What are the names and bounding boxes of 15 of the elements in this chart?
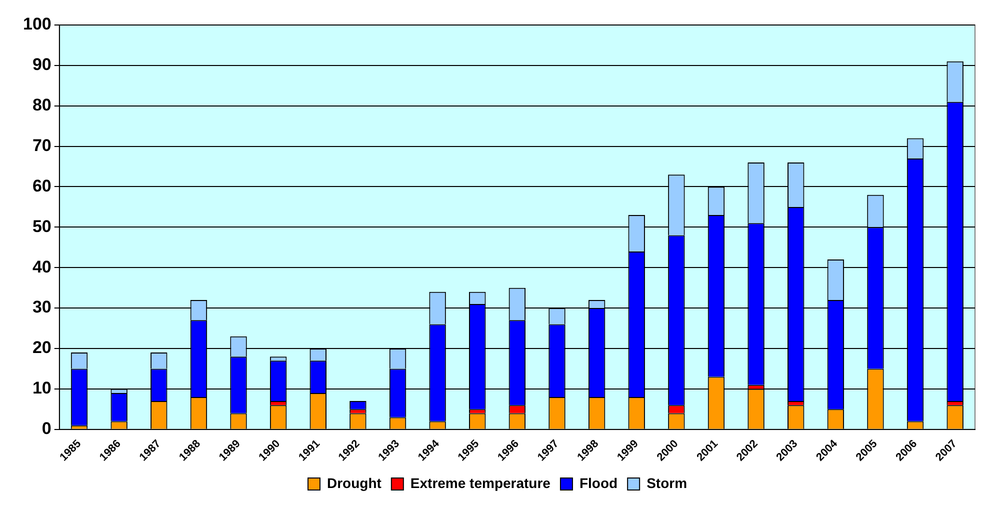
legend-label: Extreme temperature [410,474,551,491]
legend-label: Storm [646,474,688,491]
legend-label: Drought [326,474,382,491]
y-tick-label: 90 [32,55,52,74]
legend-label: Flood [579,474,618,491]
y-tick-label: 40 [32,257,52,276]
y-tick-label: 30 [32,298,52,317]
y-tick-label: 60 [32,176,52,196]
y-tick-label: 80 [32,96,52,115]
y-tick-label: 0 [42,419,52,438]
y-tick-label: 50 [32,216,52,236]
y-tick-label: 70 [32,136,52,155]
y-tick-label: 10 [32,378,52,398]
y-tick-label: 20 [32,338,52,358]
y-tick-label: 100 [22,14,52,34]
